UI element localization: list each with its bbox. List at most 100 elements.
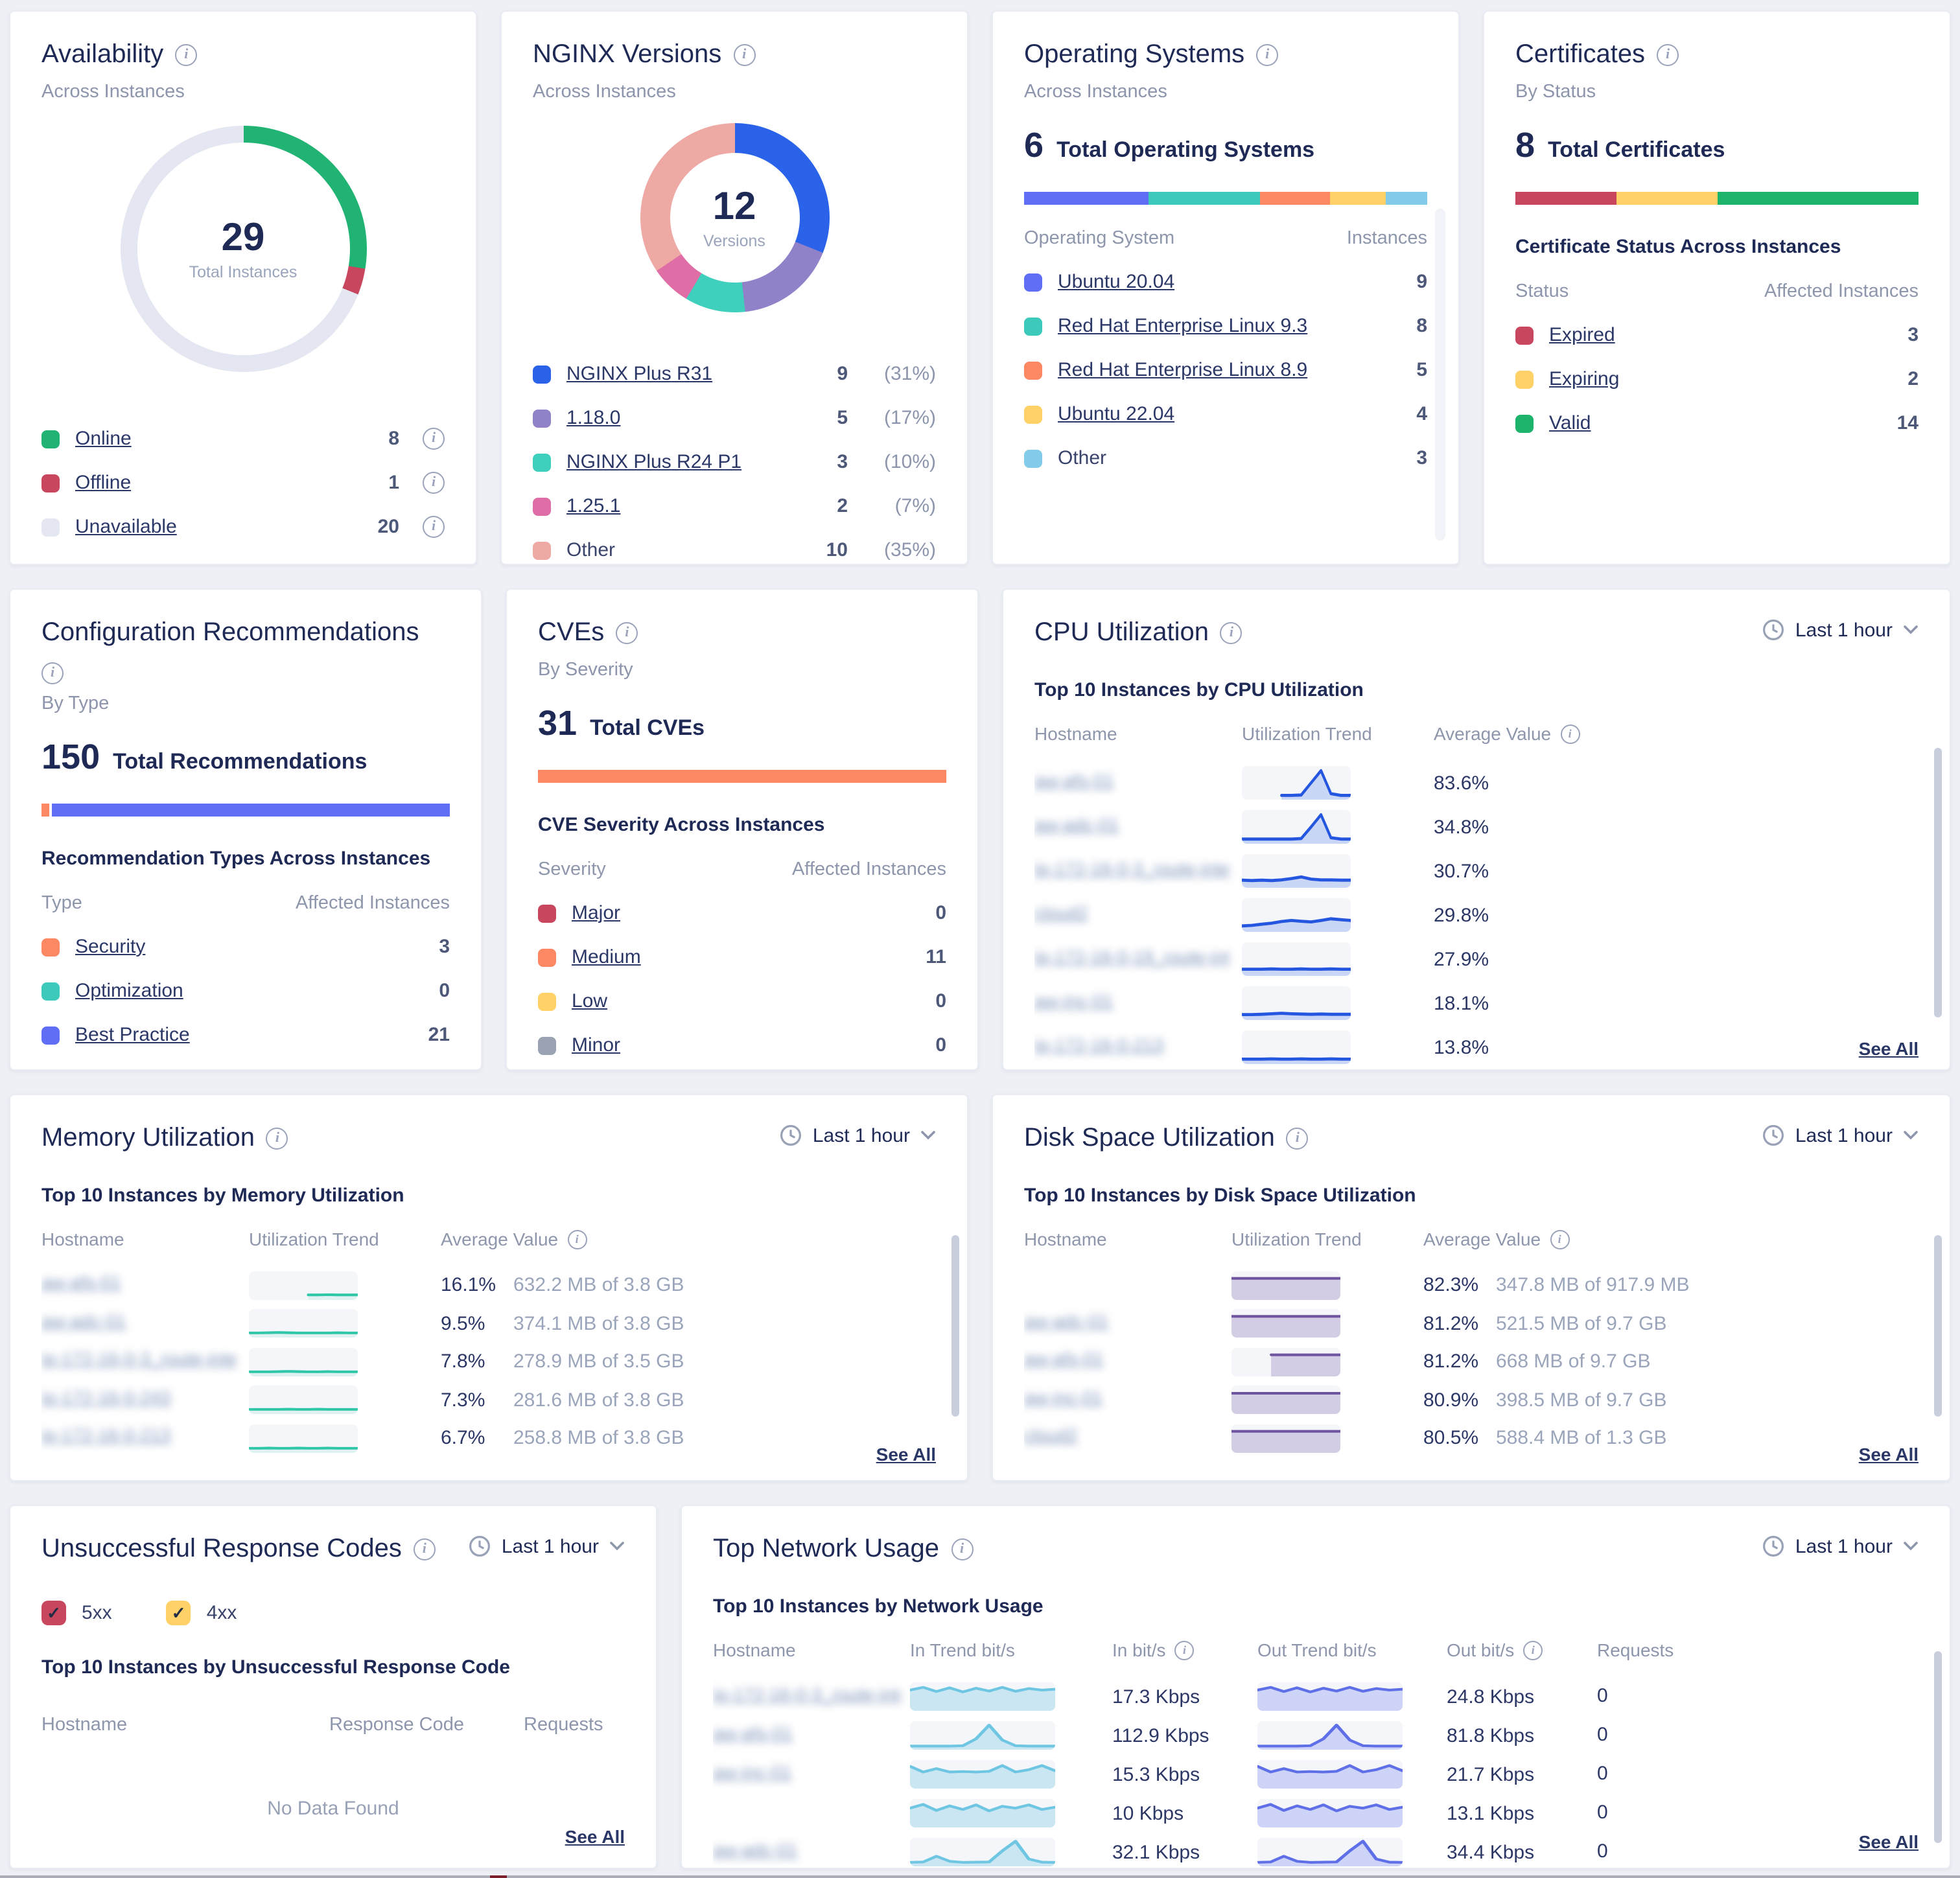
hostname-blurred-link[interactable]: aw-adc-01	[1024, 1310, 1109, 1331]
legend-label[interactable]: Ubuntu 22.04	[1058, 403, 1175, 425]
legend-label[interactable]: Red Hat Enterprise Linux 9.3	[1058, 315, 1308, 337]
legend-label[interactable]: NGINX Plus R31	[566, 363, 713, 385]
info-icon[interactable]	[1174, 1640, 1195, 1660]
hostname-blurred-link[interactable]: ip-172-16-0-3_route-internal	[713, 1683, 901, 1704]
info-icon[interactable]	[1220, 622, 1242, 644]
availability-donut-chart[interactable]: 29 Total Instances	[120, 126, 366, 372]
info-icon[interactable]	[1523, 1640, 1543, 1660]
legend-label[interactable]: Best Practice	[75, 1024, 190, 1046]
info-icon[interactable]	[1657, 44, 1679, 66]
hostname-blurred-link[interactable]: ip-172-16-0-19_route-internal	[1034, 945, 1229, 966]
scrollbar-thumb[interactable]	[1934, 1235, 1942, 1417]
info-icon[interactable]	[733, 44, 756, 66]
legend-label[interactable]: NGINX Plus R24 P1	[566, 451, 742, 473]
legend-label[interactable]: Optimization	[75, 980, 183, 1002]
hostname-cell[interactable]	[1024, 1274, 1231, 1297]
legend-label[interactable]: Minor	[572, 1034, 621, 1056]
hostname-cell[interactable]: aw-inc-01	[1024, 1387, 1231, 1414]
hostname-blurred-link[interactable]: cloud2	[1024, 1424, 1078, 1446]
hostname-blurred-link[interactable]: aw-afs-01	[713, 1722, 793, 1743]
hostname-cell[interactable]: ip-172-16-0-3_route-internal	[713, 1683, 910, 1710]
legend-label[interactable]: Major	[572, 902, 621, 924]
response-code-filter[interactable]: ✓ 5xx	[41, 1601, 112, 1625]
checkbox-checked[interactable]: ✓	[41, 1601, 66, 1625]
legend-label[interactable]: Medium	[572, 946, 641, 968]
see-all-link[interactable]: See All	[557, 1826, 625, 1847]
info-icon[interactable]	[1286, 1128, 1309, 1150]
hostname-cell[interactable]: aw-inc-01	[713, 1761, 910, 1788]
hostname-blurred-link[interactable]: ip-172-16-0-3_route-internal	[41, 1348, 236, 1369]
legend-label[interactable]: Unavailable	[75, 516, 177, 538]
time-range-selector[interactable]: Last 1 hour	[1762, 618, 1919, 642]
legend-label[interactable]: Valid	[1549, 412, 1591, 434]
hostname-blurred-link[interactable]: ip-172-16-0-3_route-internal	[1034, 857, 1229, 878]
see-all-link[interactable]: See All	[1850, 1038, 1919, 1059]
info-icon[interactable]	[413, 1538, 436, 1560]
hostname-cell[interactable]: ip-172-16-0-243	[41, 1387, 249, 1414]
time-range-selector[interactable]: Last 1 hour	[1762, 1535, 1919, 1558]
legend-label[interactable]: Low	[572, 990, 608, 1012]
hostname-cell[interactable]: aw-adc-01	[41, 1310, 249, 1338]
hostname-cell[interactable]: cloud2	[1024, 1425, 1231, 1452]
see-all-link[interactable]: See All	[868, 1444, 936, 1465]
time-range-selector[interactable]: Last 1 hour	[468, 1535, 625, 1558]
hostname-cell[interactable]: ip-172-16-0-213	[41, 1425, 249, 1452]
legend-label[interactable]: Red Hat Enterprise Linux 8.9	[1058, 359, 1308, 381]
info-icon[interactable]	[1550, 1229, 1570, 1249]
response-code-filter[interactable]: ✓ 4xx	[166, 1601, 237, 1625]
info-icon[interactable]	[423, 472, 445, 494]
hostname-blurred-link[interactable]: aw-afs-01	[1034, 769, 1114, 790]
scrollbar-track[interactable]	[1435, 209, 1445, 540]
legend-label[interactable]: 1.18.0	[566, 407, 621, 429]
legend-label[interactable]: Offline	[75, 472, 132, 494]
legend-label[interactable]: Online	[75, 428, 132, 450]
hostname-blurred-link[interactable]: aw-inc-01	[1024, 1386, 1103, 1408]
see-all-link[interactable]: See All	[1850, 1444, 1919, 1465]
info-icon[interactable]	[951, 1538, 974, 1560]
info-icon[interactable]	[1256, 44, 1279, 66]
hostname-cell[interactable]: aw-adc-01	[1024, 1310, 1231, 1338]
hostname-blurred-link[interactable]: aw-adc-01	[1034, 813, 1119, 834]
see-all-link[interactable]: See All	[1850, 1831, 1919, 1852]
hostname-cell[interactable]: aw-adc-01	[1034, 813, 1242, 840]
hostname-cell[interactable]: aw-inc-01	[1034, 990, 1242, 1017]
info-icon[interactable]	[567, 1229, 587, 1249]
hostname-cell[interactable]: aw-afs-01	[1024, 1349, 1231, 1376]
hostname-blurred-link[interactable]: aw-afs-01	[41, 1271, 121, 1293]
hostname-cell[interactable]	[713, 1802, 910, 1825]
hostname-blurred-link[interactable]: aw-inc-01	[713, 1761, 792, 1781]
info-icon[interactable]	[1560, 724, 1580, 743]
hostname-cell[interactable]: ip-172-16-0-19_route-internal	[1034, 945, 1242, 973]
info-icon[interactable]	[41, 662, 64, 684]
legend-label[interactable]: Security	[75, 936, 146, 958]
hostname-cell[interactable]: ip-172-16-0-3_route-internal	[1034, 857, 1242, 885]
hostname-cell[interactable]: aw-afs-01	[713, 1722, 910, 1749]
scrollbar-thumb[interactable]	[951, 1235, 959, 1417]
hostname-cell[interactable]: cloud2	[1034, 901, 1242, 929]
hostname-blurred-link[interactable]: ip-172-16-0-243	[41, 1386, 171, 1408]
hostname-blurred-link[interactable]: aw-afs-01	[1024, 1348, 1104, 1369]
info-icon[interactable]	[266, 1128, 288, 1150]
checkbox-checked[interactable]: ✓	[166, 1601, 191, 1625]
hostname-blurred-link[interactable]: aw-adc-01	[41, 1310, 126, 1331]
hostname-blurred-link[interactable]: cloud2	[1034, 901, 1088, 922]
info-icon[interactable]	[616, 622, 638, 644]
hostname-cell[interactable]: ip-172-16-0-213	[1034, 1034, 1242, 1061]
scrollbar-thumb[interactable]	[1934, 748, 1942, 1017]
info-icon[interactable]	[175, 44, 198, 66]
time-range-selector[interactable]: Last 1 hour	[1762, 1124, 1919, 1147]
hostname-blurred-link[interactable]: aw-adc-01	[713, 1838, 798, 1859]
bottom-scroll-track[interactable]	[0, 1875, 1960, 1878]
info-icon[interactable]	[423, 428, 445, 450]
scrollbar-thumb[interactable]	[1934, 1651, 1942, 1843]
hostname-cell[interactable]: aw-afs-01	[41, 1272, 249, 1299]
hostname-cell[interactable]: ip-172-16-0-3_route-internal	[41, 1349, 249, 1376]
hostname-cell[interactable]: aw-afs-01	[1034, 769, 1242, 796]
hostname-cell[interactable]: aw-adc-01	[713, 1838, 910, 1866]
info-icon[interactable]	[423, 516, 445, 538]
legend-label[interactable]: Expired	[1549, 324, 1615, 346]
hostname-blurred-link[interactable]: aw-inc-01	[1034, 990, 1114, 1010]
legend-label[interactable]: 1.25.1	[566, 495, 621, 517]
time-range-selector[interactable]: Last 1 hour	[779, 1124, 936, 1147]
hostname-blurred-link[interactable]: ip-172-16-0-213	[41, 1424, 171, 1446]
